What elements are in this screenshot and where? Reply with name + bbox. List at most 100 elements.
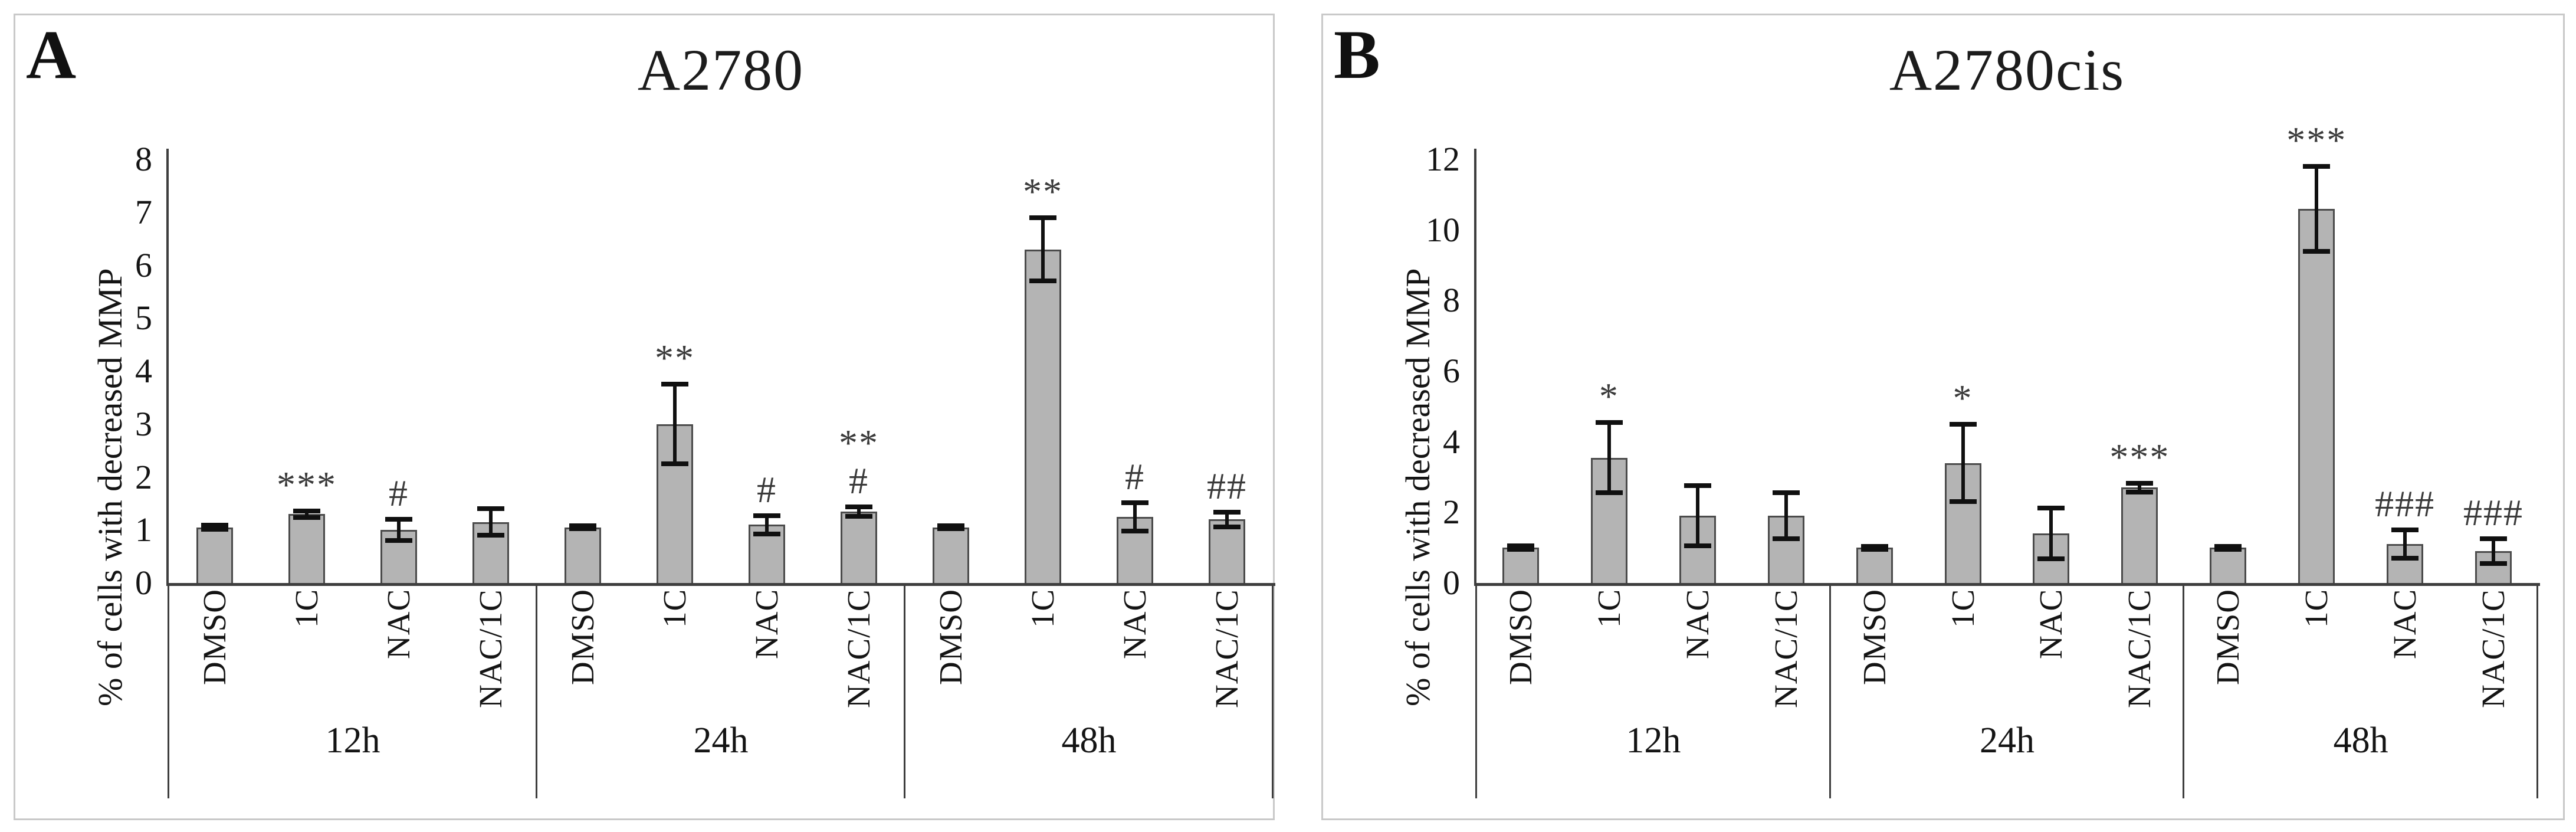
category-label: NAC: [2033, 589, 2069, 660]
error-bar-cap-top: [1949, 421, 1977, 427]
error-bar-cap-bottom: [2214, 546, 2242, 552]
error-bar-cap-top: [1860, 543, 1888, 549]
error-bar-cap-top: [1595, 420, 1623, 425]
time-label: 12h: [1626, 720, 1681, 761]
category-label: NAC: [749, 589, 785, 660]
significance-mark: *: [1599, 375, 1619, 417]
significance-annotation: ***: [218, 466, 395, 504]
error-bar-line: [2403, 530, 2407, 559]
category-label: NAC: [2387, 589, 2423, 660]
group-divider: [1272, 583, 1274, 798]
error-bar-line: [1133, 502, 1137, 532]
error-bar-cap-top: [2480, 536, 2508, 542]
group-divider: [2536, 583, 2538, 798]
error-bar-line: [2315, 166, 2319, 251]
panel-B: B A2780cis % of cells with decreased MMP…: [1321, 14, 2565, 820]
error-bar-cap-bottom: [477, 533, 504, 538]
plot-area-A: 0 1 2 3 4 5 6 7 8 12h DMSO 1C *** NAC # NAC/1C 24h DMSO 1C…: [15, 15, 1275, 818]
significance-mark: #: [1125, 455, 1145, 497]
error-bar-cap-top: [1213, 509, 1241, 515]
significance-mark: ***: [2286, 119, 2347, 161]
y-tick-label: 8: [135, 140, 152, 178]
y-tick-label: 2: [135, 457, 152, 496]
bar: [1025, 249, 1061, 583]
y-tick-label: 0: [135, 564, 152, 602]
bar: [841, 511, 877, 583]
y-tick-label: 8: [1443, 281, 1460, 320]
error-bar-line: [1695, 486, 1699, 546]
significance-annotation: ***: [2228, 119, 2405, 161]
error-bar-cap-top: [1507, 543, 1534, 549]
error-bar-cap-top: [661, 382, 688, 387]
significance-annotation: #: [1046, 455, 1223, 497]
error-bar-line: [2049, 508, 2053, 559]
error-bar-cap-top: [1684, 483, 1711, 489]
error-bar-cap-bottom: [1684, 543, 1711, 549]
bar: [288, 514, 325, 583]
error-bar-cap-bottom: [2303, 248, 2331, 254]
significance-annotation: ** #: [770, 424, 947, 500]
error-bar-line: [673, 384, 677, 464]
x-axis-line: [166, 583, 1275, 586]
category-label: DMSO: [196, 589, 232, 685]
group-divider: [2183, 583, 2185, 798]
category-label: 1C: [657, 589, 693, 628]
significance-annotation: #: [310, 474, 487, 512]
category-label: DMSO: [1502, 589, 1538, 685]
error-bar-cap-bottom: [1121, 529, 1148, 534]
error-bar-cap-bottom: [1595, 490, 1623, 496]
significance-annotation: *: [1521, 375, 1698, 417]
y-tick-label: 4: [135, 352, 152, 390]
y-tick-label: 12: [1426, 140, 1460, 178]
error-bar-cap-top: [937, 523, 964, 529]
category-label: 1C: [288, 589, 324, 628]
error-bar-line: [397, 519, 401, 541]
error-bar-cap-top: [569, 523, 596, 529]
error-bar-cap-top: [1121, 500, 1148, 505]
error-bar-line: [2138, 483, 2142, 492]
category-label: DMSO: [565, 589, 600, 685]
category-label: NAC/1C: [2475, 589, 2512, 708]
y-tick-label: 10: [1426, 210, 1460, 249]
error-bar-cap-bottom: [845, 513, 872, 519]
bar: [2121, 487, 2158, 583]
category-label: 1C: [1944, 589, 1981, 628]
time-label: 24h: [693, 720, 749, 761]
time-label: 12h: [325, 720, 380, 761]
bar: [1502, 548, 1539, 583]
significance-mark: ***: [277, 463, 337, 506]
error-bar-line: [1225, 512, 1229, 527]
error-bar-cap-top: [845, 504, 872, 509]
error-bar-cap-bottom: [1029, 279, 1056, 284]
category-label: NAC: [380, 589, 416, 660]
error-bar-line: [1607, 422, 1611, 493]
panel-letter-B: B: [1334, 16, 1380, 93]
group-divider: [1475, 583, 1477, 798]
y-tick-label: 6: [135, 245, 152, 284]
significance-mark: ##: [1207, 464, 1247, 507]
error-bar-line: [857, 506, 861, 516]
error-bar-cap-bottom: [385, 538, 412, 543]
y-tick-label: 1: [135, 510, 152, 549]
x-axis-line: [1474, 583, 2540, 586]
significance-annotation: *: [1875, 379, 2052, 417]
significance-annotation: ###: [2405, 494, 2576, 532]
error-bar-cap-bottom: [753, 531, 780, 536]
plot-area-B: 0 2 4 6 8 10 12 12h DMSO 1C * NAC NAC/1C 24h DMSO 1C * NA…: [1323, 15, 2563, 818]
error-bar-cap-bottom: [2126, 489, 2154, 494]
error-bar-line: [1041, 217, 1045, 281]
error-bar-cap-top: [385, 517, 412, 522]
error-bar-cap-top: [2126, 481, 2154, 486]
group-divider: [1829, 583, 1831, 798]
error-bar-cap-top: [2214, 543, 2242, 549]
category-label: NAC: [1679, 589, 1715, 660]
category-label: NAC/1C: [472, 589, 508, 708]
significance-mark: *: [1952, 376, 1973, 419]
error-bar-cap-top: [293, 508, 320, 513]
time-label: 48h: [1061, 720, 1117, 761]
error-bar-cap-bottom: [1507, 547, 1534, 552]
y-tick-label: 7: [135, 192, 152, 231]
category-label: NAC/1C: [841, 589, 877, 708]
bar: [2298, 208, 2335, 583]
